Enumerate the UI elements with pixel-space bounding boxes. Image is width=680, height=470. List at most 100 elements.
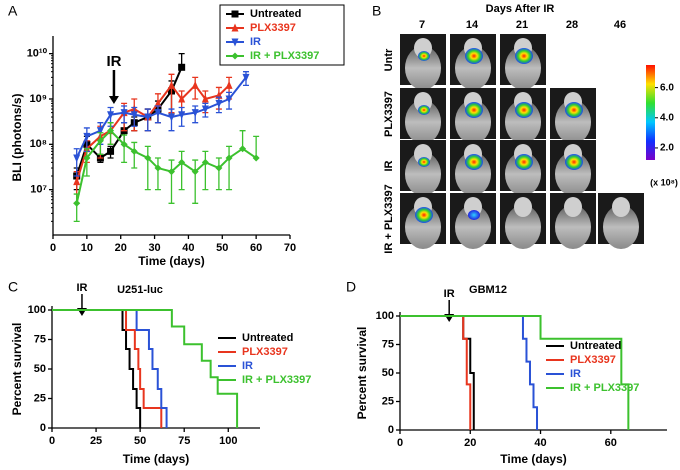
marker [215,99,223,108]
mouse-body [505,205,541,249]
bli-signal [465,102,483,118]
marker [154,109,162,118]
series-line [75,83,230,182]
legend-label: IR + PLX3397 [570,382,639,394]
column-label: 14 [466,19,479,31]
colorbar-label: 4.0 [660,112,674,123]
mouse-body [405,46,441,90]
legend-label: Untreated [570,340,621,352]
legend-label: PLX3397 [570,354,616,366]
x-tick-label: 25 [90,435,102,447]
bli-signal [565,102,583,118]
y-tick-label: 10⁷ [30,184,47,196]
error-bar [121,134,128,164]
panel-label: A [8,3,18,19]
panel-label: C [8,279,18,295]
survival-curve [52,309,168,428]
marker [231,10,239,18]
error-bar [73,193,80,223]
marker [73,154,81,163]
y-tick-label: 25 [34,392,46,404]
y-tick-label: 75 [34,333,46,345]
bli-signal [415,207,433,223]
x-tick-label: 10 [81,242,93,254]
error-bar [178,150,185,191]
x-tick-label: 40 [534,437,546,449]
error-bar [83,148,90,177]
survival-curve [400,315,539,430]
x-tick-label: 30 [148,242,160,254]
annotation: IR [76,282,87,294]
x-tick-label: 50 [134,435,146,447]
marker [130,147,138,155]
x-axis-label: Time (days) [500,452,566,466]
y-tick-label: 50 [34,363,46,375]
mouse-body [603,205,639,249]
legend-label: PLX3397 [250,22,296,34]
bli-signal [465,154,483,170]
marker [252,154,260,162]
axes [399,312,667,431]
x-tick-label: 100 [219,435,237,447]
column-label: 46 [614,19,626,31]
x-tick-label: 0 [50,242,56,254]
marker [144,113,152,122]
colorbar-label: 6.0 [660,82,674,93]
marker [191,109,199,118]
row-label: Untr [383,48,395,71]
legend-label: PLX3397 [242,346,288,358]
x-tick-label: 20 [115,242,127,254]
bli-signal [465,48,483,64]
marker [144,154,152,162]
mouse-body [405,100,441,144]
legend-label: IR [242,360,253,372]
survival-curve [400,315,472,430]
y-tick-label: 10¹⁰ [27,48,48,60]
mouse-body [455,205,491,249]
survival-curve [52,309,163,428]
legend-label: IR + PLX3397 [242,374,311,386]
marker [83,132,91,141]
marker [191,80,199,89]
column-label: 7 [419,19,425,31]
chart-title: GBM12 [469,284,507,296]
marker [154,164,162,172]
mouse-body [555,205,591,249]
error-bar [202,150,209,191]
x-axis-label: Time (days) [138,254,204,268]
marker [107,127,115,135]
y-axis-label: Percent survival [10,323,24,416]
marker [231,38,239,47]
marker [168,113,175,122]
marker [225,154,233,162]
marker [225,95,233,104]
error-bar [192,159,199,204]
marker [168,168,175,176]
x-tick-label: 50 [216,242,228,254]
x-tick-label: 60 [605,437,617,449]
bli-signal [515,154,533,170]
panel-label: D [346,279,356,295]
panel-label: B [372,3,381,19]
x-tick-label: 0 [397,437,403,449]
marker [178,158,186,166]
series-line [75,76,247,159]
y-tick-label: 50 [382,367,394,379]
error-bar [168,159,175,204]
survival-curve [52,309,142,428]
marker [107,147,115,155]
x-tick-label: 20 [464,437,476,449]
series-line [75,66,183,177]
y-tick-label: 10⁹ [30,93,47,105]
bli-signal [515,48,533,64]
marker [201,94,209,103]
bli-signal [418,105,430,115]
marker [96,137,104,145]
bli-signal [468,210,480,220]
mouse-head [612,197,630,217]
chart-title: U251-luc [117,284,163,296]
mouse-head [514,197,532,217]
bli-signal [515,102,533,118]
x-tick-label: 75 [178,435,190,447]
row-label: IR [383,160,395,171]
